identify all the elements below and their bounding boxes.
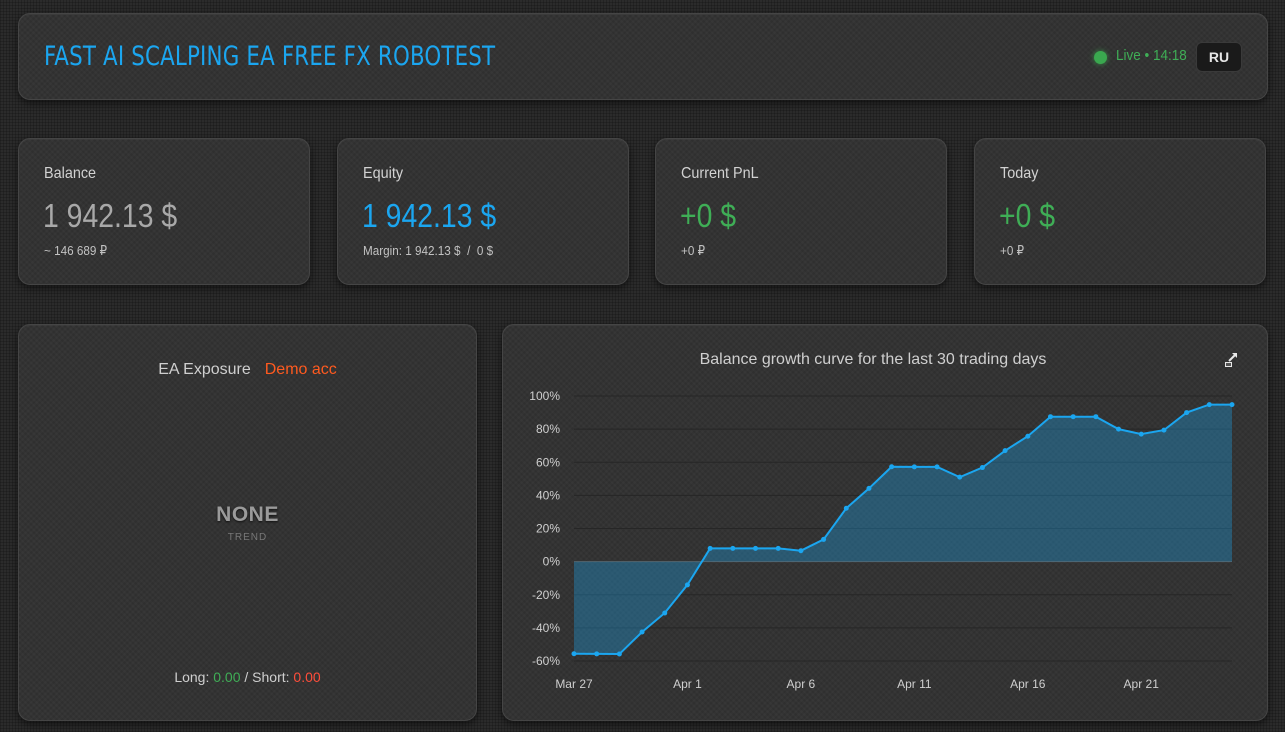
header-bar: FAST AI SCALPING EA FREE FX ROBOTEST Liv…	[18, 13, 1268, 100]
today-rub-value: +0 ₽	[1000, 243, 1025, 258]
data-point	[957, 474, 963, 480]
equity-label: Equity	[363, 165, 404, 182]
data-point	[1184, 410, 1190, 416]
chart-title: Balance growth curve for the last 30 tra…	[699, 351, 1047, 368]
x-tick-label: Mar 27	[555, 677, 593, 691]
equity-value: 1 942.13 $	[362, 197, 497, 234]
ea-exposure-label: EA Exposure	[158, 361, 251, 378]
data-point	[707, 545, 713, 551]
trend-value: NONE	[216, 503, 279, 526]
long-short-separator: /	[244, 669, 249, 685]
data-point	[911, 464, 917, 470]
balance-label: Balance	[44, 165, 97, 182]
series-area	[574, 404, 1232, 655]
data-point	[866, 485, 872, 491]
y-tick-label: 80%	[536, 422, 560, 436]
data-point	[730, 545, 736, 551]
series-line	[573, 403, 1232, 656]
current-pnl-label: Current PnL	[681, 165, 759, 182]
data-point	[1025, 433, 1031, 439]
language-toggle-button[interactable]: RU	[1196, 42, 1242, 72]
data-point	[1206, 402, 1212, 408]
live-status-dot	[1094, 51, 1107, 64]
x-tick-label: Apr 6	[787, 677, 816, 691]
x-tick-label: Apr 11	[897, 677, 932, 691]
today-card: Today +0 $ +0 ₽	[974, 138, 1266, 285]
margin-text: Margin: 1 942.13 $ / 0 $	[363, 243, 494, 258]
y-tick-label: 0%	[543, 555, 561, 569]
data-point	[662, 610, 668, 616]
data-point	[684, 582, 690, 588]
data-point	[934, 464, 940, 470]
data-point	[1070, 414, 1076, 420]
x-tick-label: Apr 21	[1124, 677, 1160, 691]
live-status-text: Live • 14:18	[1116, 47, 1187, 64]
data-point	[616, 651, 622, 657]
data-point	[1229, 402, 1235, 408]
data-point	[1161, 427, 1167, 433]
data-point	[594, 651, 600, 657]
equity-card: Equity 1 942.13 $ Margin: 1 942.13 $ / 0…	[337, 138, 629, 285]
data-point	[775, 545, 781, 551]
x-tick-label: Apr 16	[1010, 677, 1046, 691]
long-label: Long:	[174, 669, 210, 685]
balance-growth-chart: 100% 80% 60% 40% 20% 0% -20% -40% -60% Mar 27 Apr …	[529, 389, 1235, 691]
balance-growth-chart-panel: 100% 80% 60% 40% 20% 0% -20% -40% -60% Mar 27 Apr …	[502, 324, 1268, 721]
data-point	[843, 505, 849, 511]
today-label: Today	[1000, 165, 1039, 182]
data-point	[979, 465, 985, 471]
balance-card: Balance 1 942.13 $ ~ 146 689 ₽	[18, 138, 310, 285]
balance-rub-value: ~ 146 689 ₽	[44, 243, 108, 258]
data-point	[1093, 414, 1099, 420]
data-point	[1138, 431, 1144, 437]
y-tick-label: -40%	[532, 621, 560, 635]
short-label: Short:	[252, 669, 290, 685]
current-pnl-card: Current PnL +0 $ +0 ₽	[655, 138, 947, 285]
y-tick-label: -60%	[532, 654, 560, 668]
y-tick-label: -20%	[532, 588, 560, 602]
balance-value: 1 942.13 $	[43, 197, 178, 234]
data-point	[821, 536, 827, 542]
current-pnl-value: +0 $	[680, 197, 737, 234]
long-value: 0.00	[213, 669, 241, 685]
data-point	[571, 651, 577, 657]
long-short-summary: Long: 0.00 / Short: 0.00	[19, 669, 476, 685]
y-tick-label: 60%	[536, 455, 560, 469]
y-tick-label: 40%	[536, 488, 560, 502]
y-tick-label: 20%	[536, 522, 560, 536]
ea-exposure-title: EA Exposure Demo acc	[19, 361, 476, 379]
chart-menu-icon[interactable]	[1223, 351, 1239, 369]
x-tick-label: Apr 1	[673, 677, 702, 691]
data-point	[1116, 426, 1122, 432]
data-point	[1047, 414, 1053, 420]
data-point	[889, 464, 895, 470]
ea-exposure-panel: EA Exposure Demo acc NONE TREND Long: 0.0…	[18, 324, 477, 721]
data-point	[798, 548, 804, 554]
data-point	[1002, 448, 1008, 454]
y-tick-label: 100%	[529, 389, 560, 403]
demo-account-badge: Demo acc	[264, 361, 337, 378]
trend-label: TREND	[227, 532, 268, 543]
today-value: +0 $	[999, 197, 1056, 234]
current-pnl-rub-value: +0 ₽	[681, 243, 706, 258]
data-point	[753, 545, 759, 551]
short-value: 0.00	[293, 669, 321, 685]
data-point	[639, 629, 645, 635]
page-title: FAST AI SCALPING EA FREE FX ROBOTEST	[44, 41, 496, 72]
